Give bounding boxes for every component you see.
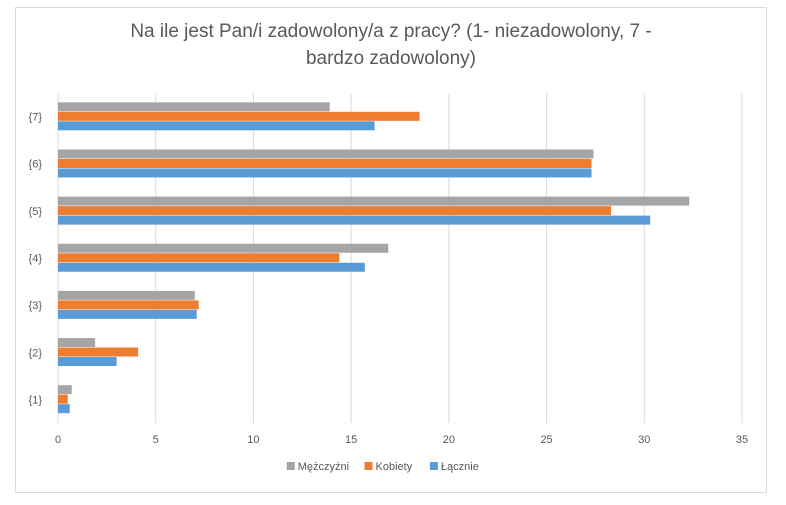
bar (58, 300, 199, 310)
y-tick-label: {4} (29, 253, 43, 265)
bar (58, 385, 72, 395)
x-tick-label: 30 (638, 434, 650, 446)
bar (58, 309, 197, 319)
bar (58, 149, 594, 159)
bars (58, 102, 690, 414)
x-tick-label: 15 (345, 434, 357, 446)
bar (58, 215, 651, 225)
y-tick-label: {7} (29, 112, 43, 124)
chart-title-line-1: Na ile jest Pan/i zadowolony/a z pracy? … (130, 21, 652, 42)
x-axis-labels: 0 5 10 15 20 25 30 35 (55, 434, 748, 446)
x-tick-label: 5 (153, 434, 159, 446)
y-tick-label: {3} (29, 300, 43, 312)
bar (58, 243, 389, 253)
bar (58, 196, 690, 206)
bar (58, 111, 420, 121)
y-tick-label: {2} (29, 347, 43, 359)
chart-title: Na ile jest Pan/i zadowolony/a z pracy? … (15, 18, 767, 72)
bar (58, 206, 612, 216)
bar (58, 357, 117, 367)
bar (58, 262, 365, 272)
legend-label: Mężczyźni (298, 461, 349, 473)
bar (58, 290, 195, 300)
bar (58, 347, 139, 357)
x-tick-label: 10 (247, 434, 259, 446)
legend-swatch (429, 462, 438, 470)
y-tick-label: {5} (29, 206, 43, 218)
bar (58, 102, 330, 112)
bar (58, 121, 375, 131)
legend-swatch (286, 462, 295, 470)
legend: Mężczyźni Kobiety Łącznie (286, 461, 479, 473)
x-tick-label: 20 (443, 434, 455, 446)
bar (58, 338, 96, 348)
y-tick-label: {6} (29, 159, 43, 171)
legend-swatch (364, 462, 373, 470)
x-tick-label: 25 (540, 434, 552, 446)
legend-label: Kobiety (376, 461, 413, 473)
x-tick-label: 0 (55, 434, 61, 446)
bar (58, 158, 592, 168)
y-axis-labels: {1} {2} {3} {4} {5} {6} {7} (29, 112, 43, 407)
legend-label: Łącznie (441, 461, 479, 473)
x-tick-label: 35 (736, 434, 748, 446)
bar (58, 253, 340, 263)
bar (58, 404, 70, 414)
y-tick-label: {1} (29, 394, 43, 406)
bar (58, 168, 592, 178)
bar (58, 394, 68, 404)
chart-title-line-2: bardzo zadowolony) (305, 48, 477, 69)
